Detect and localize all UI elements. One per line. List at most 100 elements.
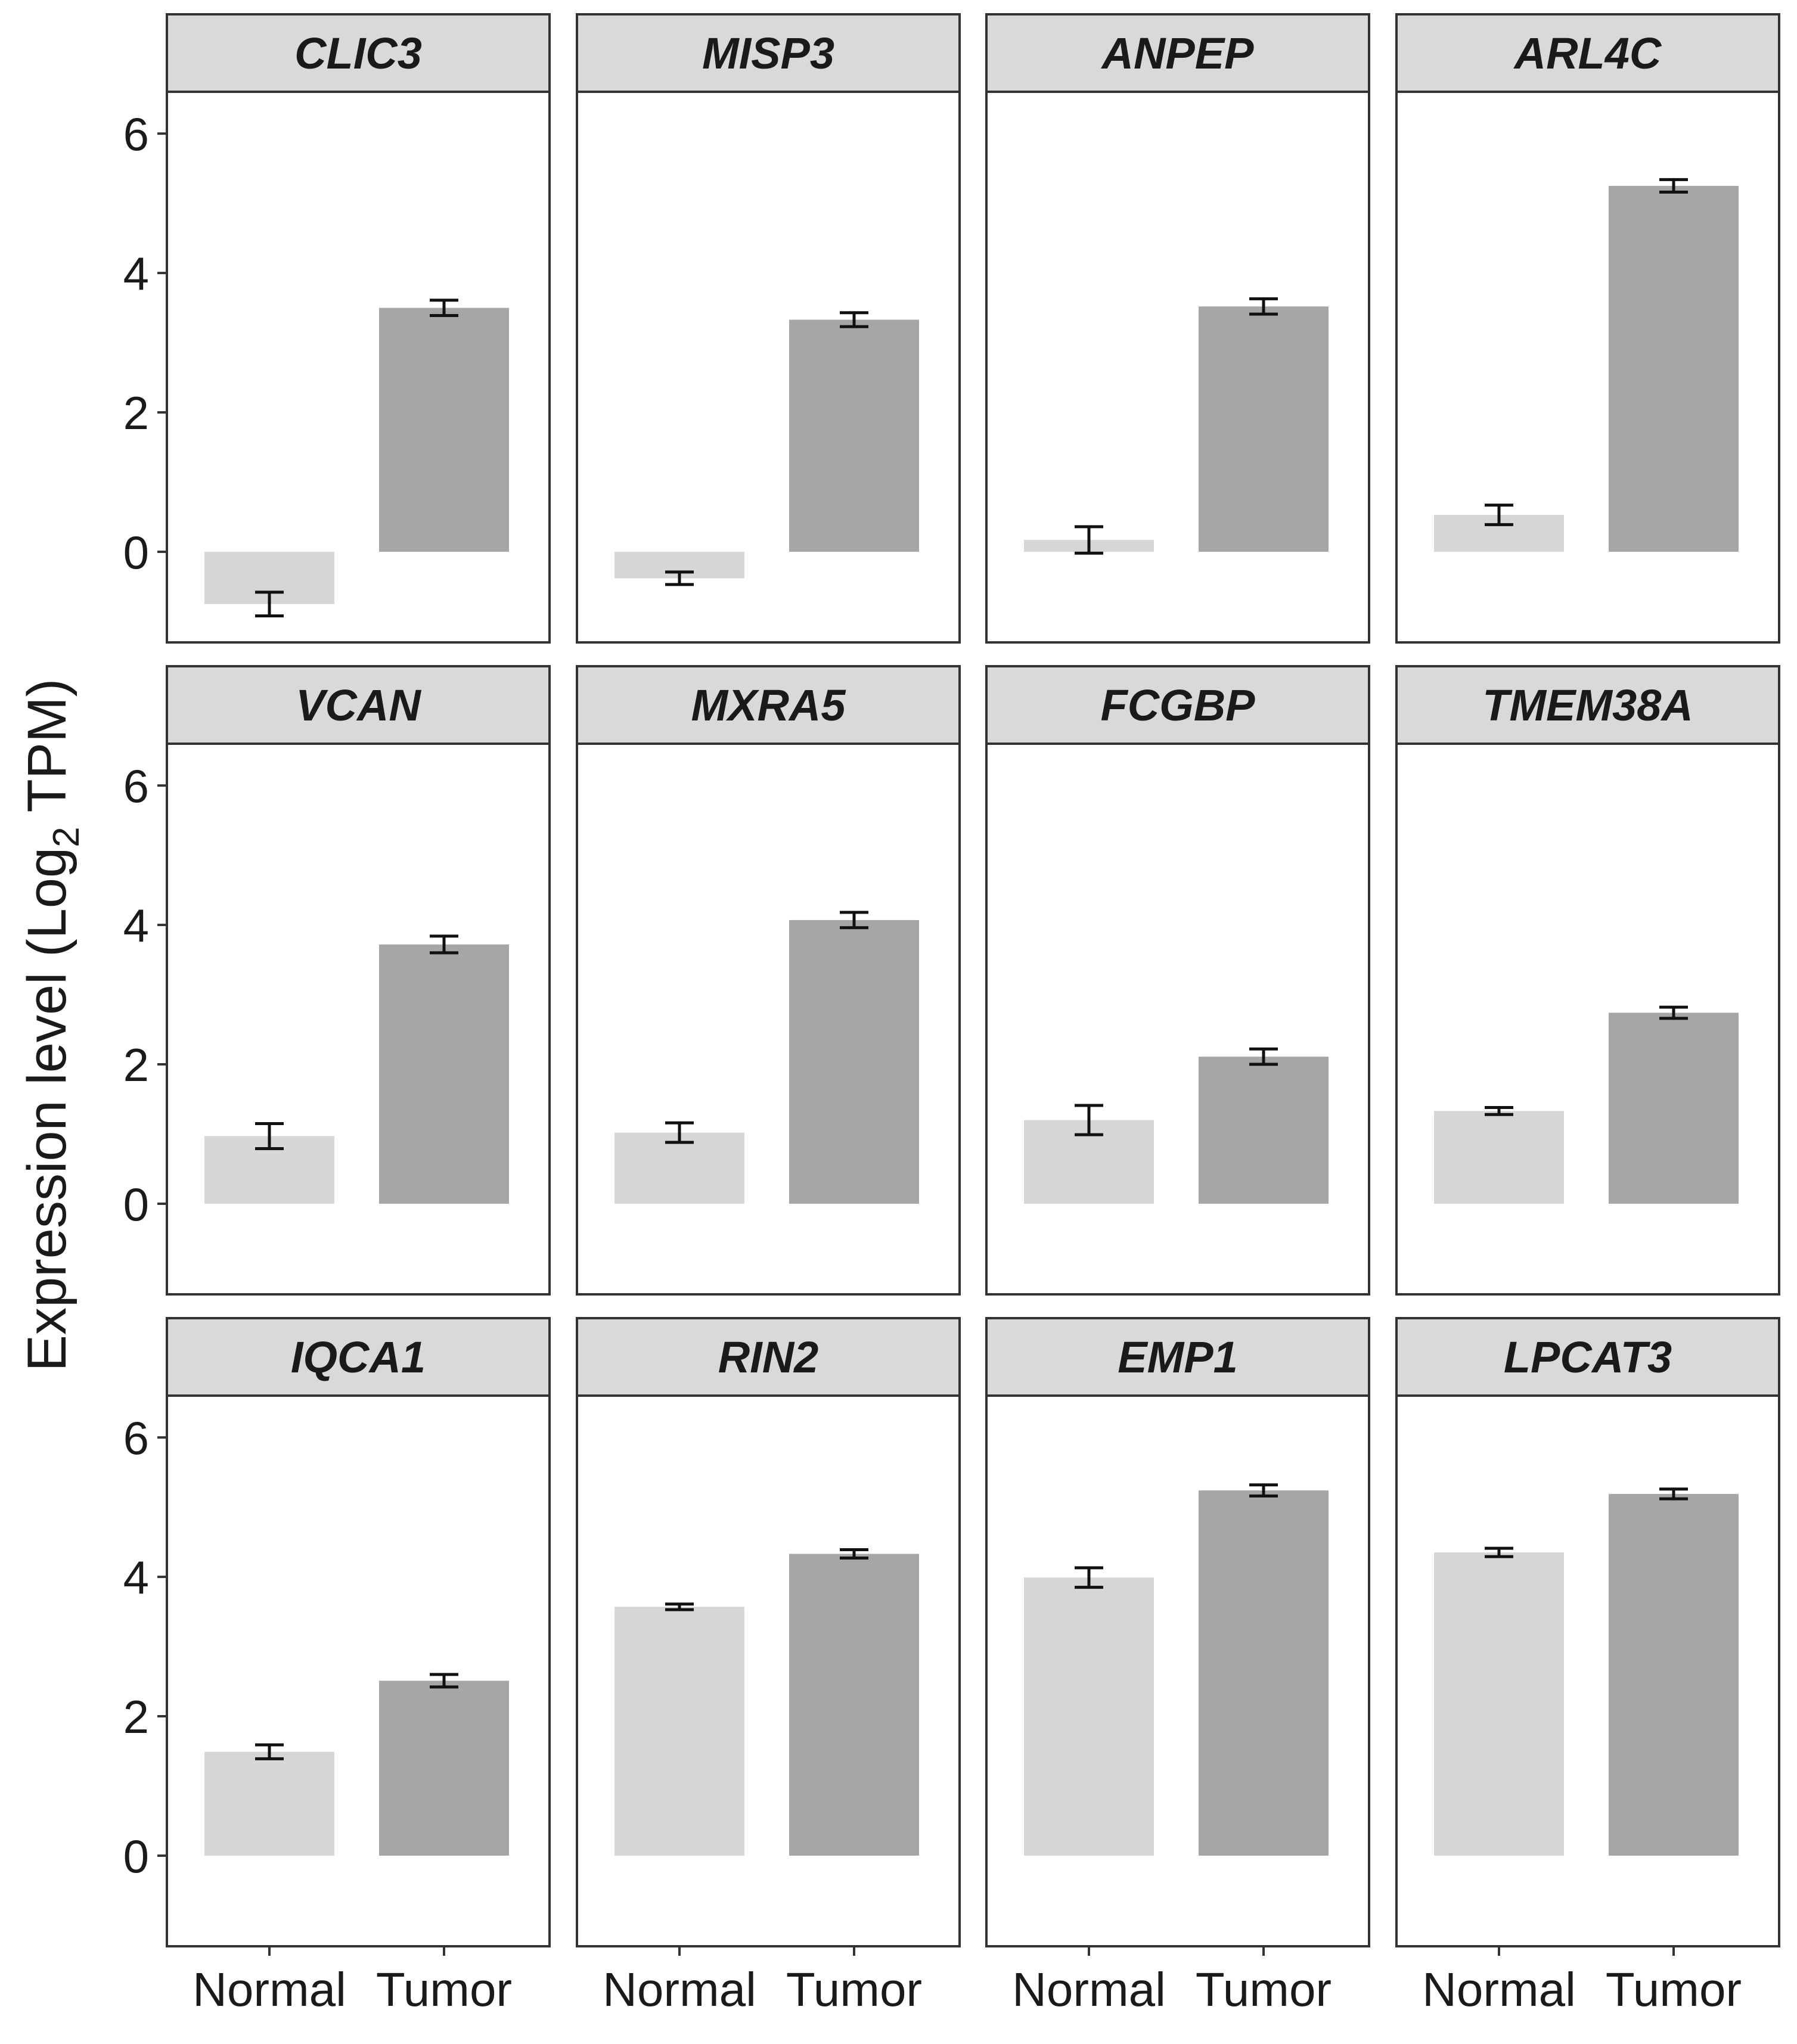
strip-label: FCGBP: [1101, 681, 1256, 730]
panel-anpep: ANPEP: [985, 13, 1370, 644]
bar-normal: [1024, 1577, 1154, 1856]
bar-tumor: [1199, 1057, 1329, 1204]
bar-tumor: [379, 944, 509, 1204]
bar-normal: [614, 1607, 744, 1856]
panel-mxra5: MXRA5: [576, 665, 961, 1296]
error-bar-tumor: [430, 299, 458, 317]
error-bar-normal: [1075, 1566, 1103, 1589]
strip-background: [1395, 1317, 1780, 1397]
y-tick-label: 6: [123, 760, 149, 812]
strip-label: LPCAT3: [1504, 1332, 1672, 1382]
error-bar-normal: [665, 1121, 694, 1144]
strip-label: CLIC3: [294, 29, 422, 78]
x-tick-label-tumor: Tumor: [1196, 1963, 1332, 2016]
y-tick-label: 6: [123, 1412, 149, 1464]
strip-label: MXRA5: [691, 681, 846, 730]
panel-misp3: MISP3: [576, 13, 961, 644]
error-bar-tumor: [430, 934, 458, 955]
y-tick-label: 6: [123, 108, 149, 160]
bar-tumor: [1609, 1493, 1739, 1856]
error-bar-normal: [255, 1122, 284, 1151]
y-axis: 0 2 4 6 0 2 4 6 0 2 4 6: [123, 108, 167, 1883]
error-bar-tumor: [840, 311, 868, 328]
y-tick-label: 4: [123, 899, 149, 952]
y-tick-label: 2: [123, 1691, 149, 1743]
y-tick-label: 4: [123, 247, 149, 300]
x-tick-label-normal: Normal: [1422, 1963, 1576, 2016]
panel-arl4c: ARL4C: [1395, 13, 1780, 644]
plot-frame: [166, 1394, 551, 1947]
error-bar-normal: [665, 570, 694, 586]
strip-label: VCAN: [296, 681, 421, 730]
panel-emp1: EMP1: [985, 1317, 1370, 1947]
y-tick-label: 2: [123, 387, 149, 439]
facet-panels: CLIC3 MISP3 ANPEP ARL4C VCAN MXRA5 FCGBP TMEM38…: [166, 13, 1780, 1947]
error-bar-normal: [255, 1743, 284, 1760]
strip-background: [985, 1317, 1370, 1397]
error-bar-tumor: [1249, 1047, 1278, 1066]
x-tick-label-tumor: Tumor: [786, 1963, 922, 2016]
bar-tumor: [789, 920, 919, 1204]
strip-label: ANPEP: [1101, 29, 1255, 78]
panel-clic3: CLIC3: [166, 13, 551, 644]
strip-label: ARL4C: [1513, 29, 1662, 78]
y-tick-label: 0: [123, 1830, 149, 1883]
error-bar-tumor: [1659, 1487, 1688, 1501]
x-tick-label-normal: Normal: [603, 1963, 756, 2016]
plot-frame: [985, 743, 1370, 1296]
y-axis-label-suffix: TPM): [17, 679, 77, 827]
error-bar-tumor: [840, 1548, 868, 1560]
x-tick-label-tumor: Tumor: [1606, 1963, 1742, 2016]
panel-fcgbp: FCGBP: [985, 665, 1370, 1296]
bar-normal: [1434, 1552, 1564, 1856]
y-axis-label-subscript: 2: [46, 827, 87, 847]
y-tick-label: 4: [123, 1551, 149, 1604]
bar-tumor: [789, 1554, 919, 1856]
panel-rin2: RIN2: [576, 1317, 961, 1947]
error-bar-tumor: [1659, 178, 1688, 194]
bar-tumor: [1609, 1012, 1739, 1204]
panel-vcan: VCAN: [166, 665, 551, 1296]
error-bar-normal: [1075, 1104, 1103, 1136]
error-bar-tumor: [1659, 1005, 1688, 1020]
strip-background: [1395, 13, 1780, 93]
error-bar-normal: [1485, 504, 1513, 526]
panel-lpcat3: LPCAT3: [1395, 1317, 1780, 1947]
bar-normal: [614, 1132, 744, 1204]
strip-label: MISP3: [702, 29, 834, 78]
y-tick-label: 0: [123, 526, 149, 579]
strip-background: [985, 13, 1370, 93]
strip-label: IQCA1: [291, 1332, 426, 1382]
strip-label: TMEM38A: [1482, 681, 1693, 730]
error-bar-normal: [665, 1602, 694, 1611]
error-bar-normal: [1485, 1106, 1513, 1116]
error-bar-normal: [1075, 525, 1103, 555]
bar-tumor: [379, 307, 509, 552]
error-bar-tumor: [840, 911, 868, 930]
bar-tumor: [1609, 185, 1739, 552]
bar-tumor: [1199, 306, 1329, 552]
strip-background: [166, 1317, 551, 1397]
strip-label: EMP1: [1118, 1332, 1238, 1382]
strip-background: [1395, 665, 1780, 745]
error-bar-tumor: [1249, 1483, 1278, 1498]
x-tick-label-tumor: Tumor: [376, 1963, 512, 2016]
y-tick-label: 0: [123, 1178, 149, 1231]
x-tick-label-normal: Normal: [193, 1963, 346, 2016]
panel-tmem38a: TMEM38A: [1395, 665, 1780, 1296]
bar-tumor: [789, 319, 919, 552]
x-axis: Normal Tumor Normal Tumor Normal Tumor Normal T…: [193, 1946, 1742, 2016]
y-axis-label-main: Expression level (Log: [17, 847, 77, 1372]
bar-normal: [1434, 1111, 1564, 1204]
y-axis-label: Expression level (Log2 TPM): [17, 679, 87, 1372]
strip-background: [576, 665, 961, 745]
panel-iqca1: IQCA1: [166, 1317, 551, 1947]
error-bar-tumor: [1249, 297, 1278, 316]
bar-tumor: [379, 1680, 509, 1856]
error-bar-normal: [1485, 1546, 1513, 1558]
error-bar-normal: [255, 591, 284, 618]
strip-label: RIN2: [718, 1332, 819, 1382]
error-bar-tumor: [430, 1673, 458, 1689]
bar-normal: [204, 1751, 334, 1856]
